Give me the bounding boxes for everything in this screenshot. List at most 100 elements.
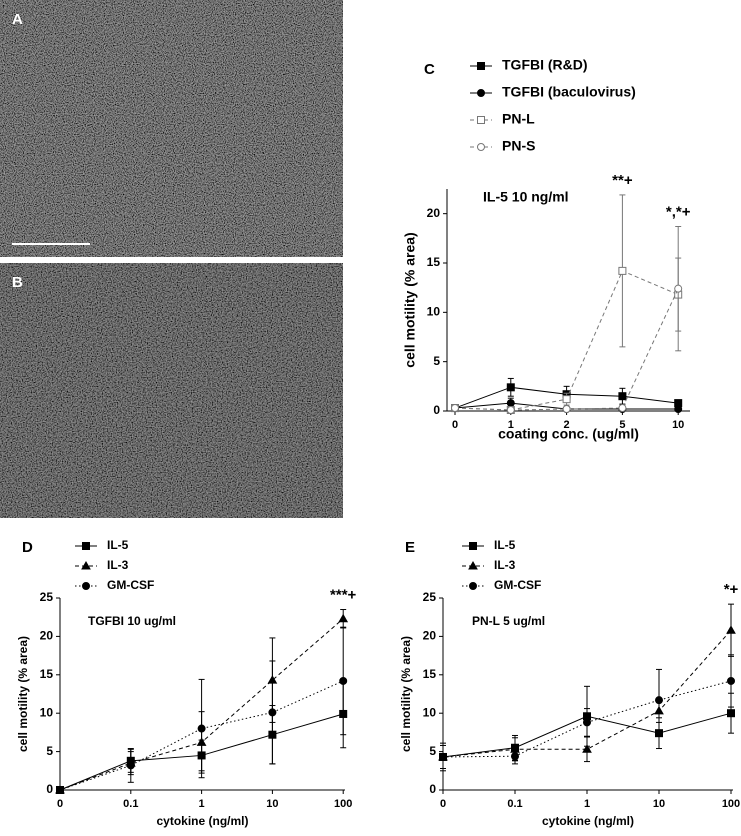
marker [674,405,683,414]
y-tick-label: 0 [46,782,53,796]
y-tick-label: 20 [40,629,54,643]
y-tick-label: 5 [429,744,436,758]
marker [562,395,571,404]
marker [727,709,735,718]
x-tick-label: 100 [722,798,740,810]
x-tick-label: 0 [440,798,446,810]
marker [618,392,627,401]
panel-label: E [405,539,415,556]
plot-title: IL-5 10 ng/ml [483,189,569,205]
series-line [454,288,679,411]
micrograph-texture [0,0,343,257]
panel-label: C [424,61,435,78]
plot-title: PN-L 5 ug/ml [472,614,545,628]
x-tick-label: 1 [584,798,590,810]
marker [674,284,683,293]
y-tick-label: 10 [427,305,441,319]
y-axis-title: cell motility (% area) [16,636,30,752]
marker [727,676,735,685]
legend-label: PN-L [502,111,535,127]
y-tick-label: 0 [433,403,440,417]
x-tick-label: 100 [334,798,352,810]
x-tick-label: 1 [508,419,514,431]
legend-marker [82,542,90,550]
marker [562,405,571,414]
series-line [442,629,732,758]
x-tick-label: 0.1 [507,798,522,810]
y-axis-title: cell motility (% area) [402,232,418,367]
marker [618,404,627,413]
annotation: *+ [724,581,739,598]
marker [126,761,135,770]
legend-marker [469,582,477,590]
legend-label: IL-3 [107,558,129,572]
y-tick-label: 10 [40,705,54,719]
legend-marker [477,62,485,70]
y-tick-label: 25 [423,590,437,604]
x-tick-label: 1 [199,798,205,810]
legend-label: GM-CSF [494,578,541,592]
legend-marker [82,582,90,590]
legend-label: IL-5 [494,538,516,552]
legend-label: PN-S [502,138,535,154]
legend-marker [477,89,485,97]
legend-label: TGFBI (R&D) [502,57,588,73]
legend-marker [468,560,478,570]
y-tick-label: 20 [423,629,437,643]
panel-label: A [12,11,23,28]
marker [655,696,663,705]
x-tick-label: 0.1 [123,798,138,810]
y-tick-label: 20 [427,206,441,220]
x-tick-label: 0 [57,798,63,810]
x-tick-label: 2 [564,419,570,431]
x-axis-title: coating conc. (ug/ml) [498,426,639,442]
marker [439,752,447,761]
legend-marker [469,542,477,550]
y-tick-label: 25 [40,590,54,604]
legend-label: IL-3 [494,558,516,572]
y-tick-label: 0 [429,782,436,796]
panel-label: B [12,274,23,291]
legend-marker [477,143,485,151]
marker [451,404,459,413]
marker [506,406,515,415]
marker [511,752,519,761]
legend-label: GM-CSF [107,578,154,592]
annotation: ***+ [330,586,357,603]
marker [726,625,736,634]
marker [506,399,515,408]
legend-label: IL-5 [107,538,129,552]
y-tick-label: 5 [46,744,53,758]
panel-label: D [22,539,33,556]
y-tick-label: 15 [40,667,54,681]
series-line [442,680,732,758]
x-axis-title: cytokine (ng/ml) [156,814,248,828]
series-line [59,680,344,791]
x-axis-title: cytokine (ng/ml) [542,814,634,828]
micrograph-texture [0,263,343,518]
annotation: *,*+ [666,203,691,220]
x-tick-label: 10 [266,798,278,810]
y-axis-title: cell motility (% area) [399,636,413,752]
marker [197,724,206,733]
marker [618,266,627,275]
marker [583,718,591,727]
marker [268,708,277,717]
annotation: **+ [612,172,633,189]
marker [338,613,349,623]
legend-marker [477,116,485,124]
marker [582,744,592,753]
plot-title: TGFBI 10 ug/ml [88,614,176,628]
marker [506,383,515,392]
legend-marker [81,560,91,570]
marker [56,786,64,794]
y-tick-label: 15 [423,667,437,681]
x-tick-label: 10 [653,798,665,810]
marker [339,676,348,685]
x-tick-label: 5 [619,419,625,431]
legend-label: TGFBI (baculovirus) [502,84,636,100]
x-tick-label: 0 [452,419,458,431]
y-tick-label: 5 [433,354,440,368]
x-tick-label: 10 [672,419,684,431]
